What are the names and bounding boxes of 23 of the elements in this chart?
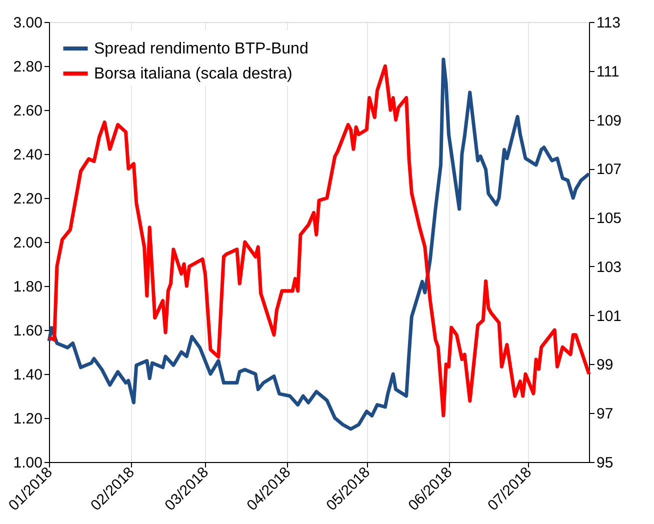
legend-label: Borsa italiana (scala destra) [94, 66, 292, 82]
y-tick-label: 1.40 [13, 366, 42, 384]
y2-tick-label: 107 [596, 161, 622, 178]
y-tick-label: 2.80 [13, 58, 42, 76]
y-tick-label: 1.80 [13, 278, 42, 296]
y2-tick-label: 95 [596, 454, 614, 472]
y-tick-label: 2.20 [13, 190, 42, 208]
y2-tick-label: 103 [596, 258, 622, 276]
y-tick-label: 1.20 [13, 410, 42, 428]
y2-tick-label: 99 [596, 356, 614, 374]
y2-tick-label: 97 [596, 406, 614, 423]
y2-tick-label: 109 [596, 112, 622, 130]
y2-tick-label: 113 [596, 14, 620, 32]
y2-tick-label: 101 [596, 308, 622, 325]
y-tick-label: 2.00 [13, 234, 42, 252]
legend-label: Spread rendimento BTP-Bund [94, 40, 308, 58]
y-tick-label: 3.00 [13, 14, 42, 32]
y-tick-label: 1.60 [13, 322, 42, 340]
y2-tick-label: 111 [596, 63, 620, 80]
y2-tick-label: 105 [596, 210, 622, 228]
y-tick-label: 2.60 [13, 102, 42, 120]
y-tick-label: 2.40 [13, 146, 42, 164]
y-tick-label: 1.00 [13, 454, 42, 472]
